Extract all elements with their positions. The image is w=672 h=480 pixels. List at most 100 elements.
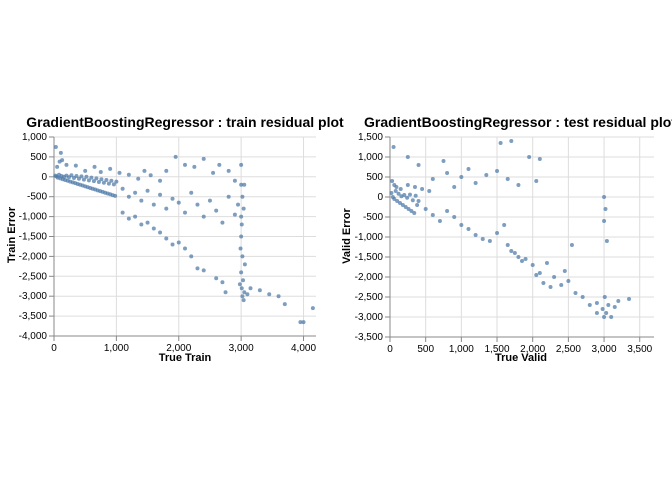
data-point — [405, 183, 410, 187]
data-point — [99, 177, 104, 182]
data-point — [176, 240, 181, 245]
data-point — [606, 303, 611, 307]
data-point — [139, 198, 144, 203]
data-point — [239, 214, 244, 219]
y-tick-label: -1,500 — [355, 252, 384, 263]
data-point — [520, 259, 524, 263]
data-point — [390, 179, 395, 183]
data-point — [232, 212, 237, 217]
data-point — [594, 301, 599, 305]
x-tick-label: 3,000 — [229, 343, 254, 354]
data-point — [398, 187, 403, 191]
data-point — [441, 159, 446, 163]
data-point — [158, 192, 163, 197]
data-point — [236, 202, 241, 207]
y-tick-label: -500 — [27, 192, 47, 203]
data-point — [96, 179, 101, 184]
x-tick-label: 4,000 — [291, 343, 316, 354]
data-point — [400, 203, 405, 207]
data-point — [552, 275, 557, 279]
x-tick-label: 500 — [417, 344, 434, 355]
data-point — [176, 200, 181, 205]
data-point — [505, 177, 510, 181]
data-point — [415, 203, 420, 207]
data-point — [117, 170, 122, 175]
data-point — [512, 251, 517, 255]
data-point — [120, 186, 125, 191]
data-point — [170, 196, 175, 201]
data-point — [509, 249, 514, 253]
y-tick-label: -2,500 — [19, 271, 48, 282]
data-point — [516, 183, 521, 187]
data-point — [201, 214, 206, 219]
x-tick-label: 3,500 — [627, 344, 652, 355]
data-point — [91, 179, 96, 184]
data-point — [609, 315, 614, 319]
data-point — [164, 236, 169, 241]
data-point — [410, 198, 415, 203]
data-point — [430, 213, 435, 217]
data-point — [164, 168, 169, 173]
data-point — [158, 230, 163, 235]
data-point — [220, 220, 225, 225]
data-point — [126, 172, 131, 177]
data-point — [484, 173, 489, 177]
data-point — [301, 320, 306, 325]
data-point — [502, 223, 507, 227]
data-point — [612, 305, 617, 309]
data-point — [495, 169, 500, 173]
data-point — [523, 257, 528, 261]
points — [389, 139, 632, 319]
data-point — [211, 170, 216, 175]
data-point — [413, 193, 418, 198]
data-point — [627, 297, 632, 301]
data-point — [220, 280, 225, 285]
data-point — [223, 290, 228, 295]
data-point — [79, 174, 84, 179]
data-point — [452, 185, 457, 189]
data-point — [466, 167, 471, 171]
data-point — [394, 185, 399, 189]
data-point — [232, 178, 237, 183]
data-point — [603, 207, 608, 211]
y-tick-label: -500 — [363, 212, 383, 223]
data-point — [183, 210, 187, 215]
train-residual-chart: GradientBoostingRegressor : train residu… — [6, 114, 344, 364]
data-point — [94, 176, 99, 181]
data-point — [192, 164, 197, 169]
points — [53, 144, 315, 325]
data-point — [459, 175, 464, 179]
data-point — [76, 176, 81, 181]
data-point — [537, 271, 542, 275]
data-point — [466, 227, 471, 231]
data-point — [416, 199, 421, 203]
data-point — [248, 286, 253, 291]
test-residual-chart: GradientBoostingRegressor : test residua… — [341, 114, 672, 364]
x-tick-label: 0 — [51, 343, 57, 354]
data-point — [73, 163, 78, 168]
data-point — [241, 278, 246, 283]
chart-title: GradientBoostingRegressor : test residua… — [364, 114, 672, 130]
data-point — [86, 178, 91, 183]
y-tick-label: 500 — [366, 172, 383, 183]
data-point — [241, 206, 246, 211]
data-point — [133, 190, 138, 195]
data-point — [544, 261, 549, 265]
data-point — [416, 163, 421, 167]
data-point — [267, 292, 272, 297]
data-point — [505, 243, 510, 247]
data-point — [214, 276, 219, 281]
chart-title: GradientBoostingRegressor : train residu… — [26, 114, 344, 130]
data-point — [391, 145, 396, 149]
data-point — [126, 194, 131, 199]
data-point — [257, 288, 262, 293]
x-tick-label: 2,000 — [520, 344, 545, 355]
data-point — [402, 193, 407, 197]
data-point — [534, 179, 539, 183]
y-tick-label: -1,000 — [355, 232, 384, 243]
data-point — [239, 182, 244, 187]
data-point — [84, 174, 89, 179]
data-point — [239, 222, 244, 227]
y-axis-title: Valid Error — [341, 207, 353, 263]
